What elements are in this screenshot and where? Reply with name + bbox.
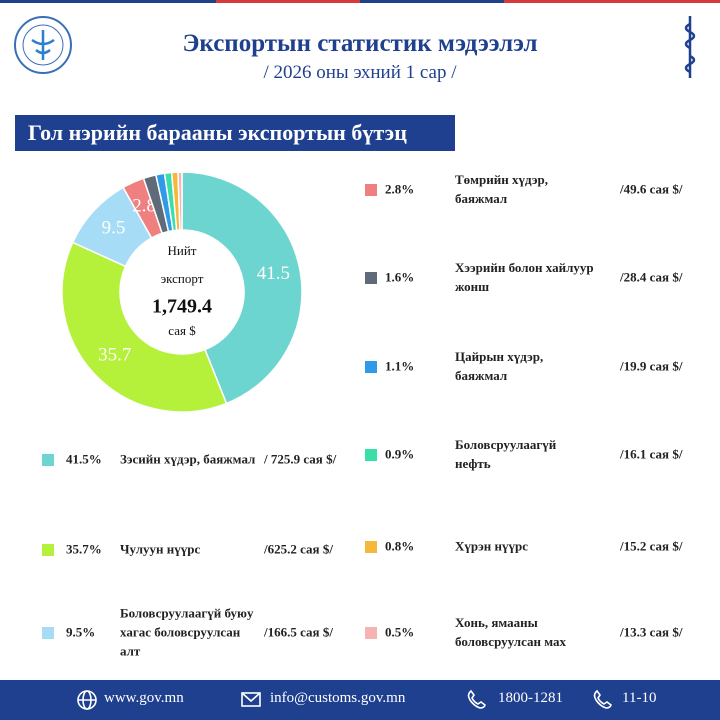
legend-swatch xyxy=(42,544,54,556)
section-title: Гол нэрийн барааны экспортын бүтэц xyxy=(28,120,407,145)
section-bar xyxy=(15,115,455,151)
legend-amount: /15.2 сая $/ xyxy=(620,538,683,554)
legend-amount: /16.1 сая $/ xyxy=(620,446,683,462)
donut-slice xyxy=(181,171,303,405)
legend-name: Боловсруулаагүй буюу хагас боловсруулсан… xyxy=(120,605,254,659)
logo xyxy=(14,16,72,74)
legend-swatch xyxy=(365,184,377,196)
legend-swatch xyxy=(365,627,377,639)
donut-slice xyxy=(61,241,228,413)
legend-amount: /625.2 сая $/ xyxy=(264,541,333,557)
footer-email: info@customs.gov.mn xyxy=(270,690,406,706)
center-text: 1,749.4 xyxy=(152,296,212,318)
footer-phone: 1800-1281 xyxy=(498,690,563,706)
legend-amount: / 725.9 сая $/ xyxy=(264,451,337,467)
legend-amount: /28.4 сая $/ xyxy=(620,269,683,285)
legend-swatch xyxy=(42,627,54,639)
subtitle: / 2026 оны эхний 1 сар / xyxy=(263,62,457,83)
legend-percent: 9.5% xyxy=(66,624,96,640)
legend-percent: 35.7% xyxy=(66,541,102,557)
script-mark xyxy=(684,16,696,78)
legend-percent: 1.1% xyxy=(385,358,415,374)
legend-name: Төмрийн хүдэр, баяжмал xyxy=(455,172,548,206)
slice-label: 41.5 xyxy=(257,263,290,284)
legend-amount: /166.5 сая $/ xyxy=(264,624,333,640)
center-text: сая $ xyxy=(168,323,196,338)
legend-swatch xyxy=(365,449,377,461)
footer-icons xyxy=(77,689,612,710)
footer-web: www.gov.mn xyxy=(104,690,184,706)
center-text: экспорт xyxy=(161,271,204,286)
legend-percent: 0.5% xyxy=(385,624,415,640)
legend-swatch xyxy=(365,272,377,284)
slice-label: 9.5 xyxy=(102,218,126,239)
legend-percent: 0.8% xyxy=(385,538,415,554)
legend-name: Боловсруулаагүй нефть xyxy=(455,437,557,471)
legend-swatch xyxy=(365,541,377,553)
top-stripe xyxy=(0,0,720,3)
legend-amount: /19.9 сая $/ xyxy=(620,358,683,374)
legend-amount: /49.6 сая $/ xyxy=(620,181,683,197)
slice-label: 2.8 xyxy=(132,195,156,216)
title: Экспортын статистик мэдээлэл xyxy=(182,30,538,57)
legend-percent: 41.5% xyxy=(66,451,102,467)
legend-name: Хээрийн болон хайлуур жонш xyxy=(455,260,594,294)
legend-percent: 2.8% xyxy=(385,181,415,197)
legend-name: Хүрэн нүүрс xyxy=(455,538,528,554)
legend-name: Чулуун нүүрс xyxy=(120,541,201,557)
donut-slice xyxy=(177,171,183,231)
legend-name: Зэсийн хүдэр, баяжмал xyxy=(120,451,256,467)
footer-short: 11-10 xyxy=(622,690,657,706)
legend-name: Хонь, ямааны боловсруулсан мах xyxy=(455,615,567,649)
legend-amount: /13.3 сая $/ xyxy=(620,624,683,640)
legend-name: Цайрын хүдэр, баяжмал xyxy=(455,349,544,383)
legend-percent: 1.6% xyxy=(385,269,415,285)
center-text: Нийт xyxy=(168,243,197,258)
legend-percent: 0.9% xyxy=(385,446,415,462)
donut-chart: 41.5 35.7 9.5 2.8 Нийт экспорт 1,749.4 сая $ xyxy=(61,171,303,413)
slice-label: 35.7 xyxy=(98,345,131,366)
legend-swatch xyxy=(365,361,377,373)
legend-swatch xyxy=(42,454,54,466)
